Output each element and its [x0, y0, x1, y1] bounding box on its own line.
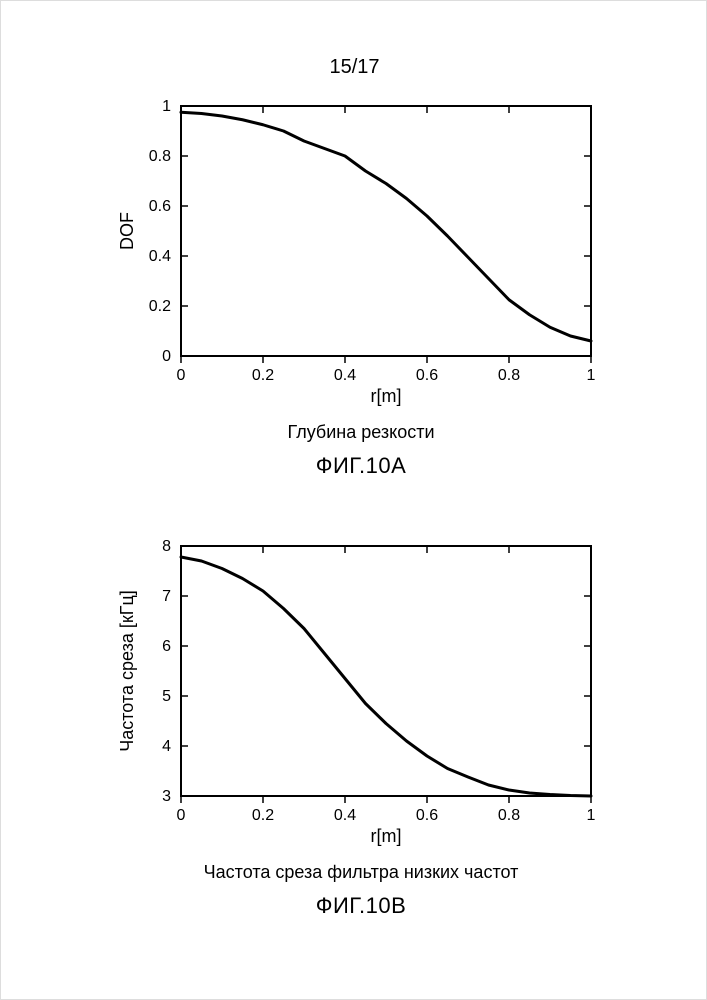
chart-b-fig-label: ФИГ.10B [111, 893, 611, 919]
svg-text:0: 0 [162, 348, 171, 365]
chart-a-svg: 0 0.2 0.4 0.6 0.8 1 0 0.2 0.4 0.6 0.8 1 r[m] DOF [111, 91, 611, 411]
svg-text:8: 8 [162, 538, 171, 555]
svg-text:1: 1 [587, 367, 596, 384]
svg-text:0.6: 0.6 [416, 807, 438, 824]
svg-text:0.6: 0.6 [149, 198, 171, 215]
svg-text:r[m]: r[m] [371, 386, 402, 406]
svg-text:4: 4 [162, 738, 171, 755]
svg-text:0.8: 0.8 [498, 367, 520, 384]
svg-text:r[m]: r[m] [371, 826, 402, 846]
svg-text:0.2: 0.2 [252, 367, 274, 384]
svg-text:3: 3 [162, 788, 171, 805]
chart-a-title: Глубина резкости [111, 422, 611, 443]
svg-text:0.8: 0.8 [149, 148, 171, 165]
page: 15/17 0 0.2 0.4 0.6 0.8 1 0 0.2 0.4 0.6 0.8 1 r[m] DO… [0, 0, 707, 1000]
page-number: 15/17 [1, 56, 707, 79]
svg-text:5: 5 [162, 688, 171, 705]
chart-b-title: Частота среза фильтра низких частот [111, 862, 611, 883]
svg-text:0: 0 [177, 367, 186, 384]
svg-text:0.2: 0.2 [149, 298, 171, 315]
chart-b-block: 0 0.2 0.4 0.6 0.8 1 3 4 5 6 7 8 r[m] Частота среза [к… [111, 531, 611, 919]
svg-text:7: 7 [162, 588, 171, 605]
svg-text:0.4: 0.4 [334, 367, 356, 384]
svg-text:Частота среза [кГц]: Частота среза [кГц] [117, 590, 137, 752]
svg-text:1: 1 [162, 98, 171, 115]
svg-text:0.4: 0.4 [149, 248, 171, 265]
svg-text:0.6: 0.6 [416, 367, 438, 384]
svg-text:DOF: DOF [117, 212, 137, 250]
svg-text:1: 1 [587, 807, 596, 824]
svg-text:0.8: 0.8 [498, 807, 520, 824]
svg-text:0.2: 0.2 [252, 807, 274, 824]
chart-a-block: 0 0.2 0.4 0.6 0.8 1 0 0.2 0.4 0.6 0.8 1 r[m] DOF Глуб… [111, 91, 611, 479]
chart-b-svg: 0 0.2 0.4 0.6 0.8 1 3 4 5 6 7 8 r[m] Частота среза [к… [111, 531, 611, 851]
chart-a-fig-label: ФИГ.10A [111, 453, 611, 479]
svg-text:0: 0 [177, 807, 186, 824]
svg-text:6: 6 [162, 638, 171, 655]
svg-text:0.4: 0.4 [334, 807, 356, 824]
